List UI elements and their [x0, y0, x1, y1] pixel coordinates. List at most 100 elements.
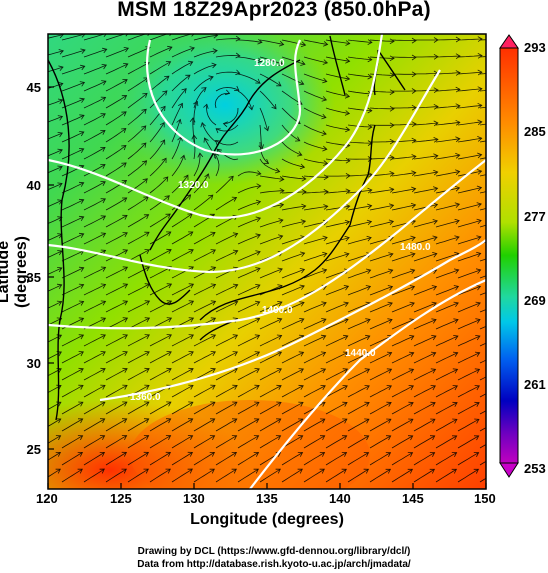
streamline-arrow [476, 169, 483, 175]
streamline-arrow [477, 102, 483, 109]
y-axis-label: Latitude (degrees) [0, 235, 30, 309]
streamline [479, 292, 486, 296]
streamline [457, 154, 482, 160]
streamline [215, 55, 240, 58]
streamline [325, 452, 347, 466]
streamline-arrow [474, 368, 481, 374]
streamline [83, 181, 106, 194]
streamline [325, 335, 348, 347]
streamline-arrow [319, 468, 325, 474]
streamline-arrow [474, 418, 480, 424]
x-axis-label: Longitude (degrees) [190, 511, 344, 528]
streamline-arrow [55, 468, 61, 474]
streamline [325, 221, 350, 228]
streamline [83, 215, 106, 228]
streamline-arrow [344, 93, 351, 99]
streamline-arrow [389, 138, 395, 145]
streamline [171, 213, 193, 228]
streamline-arrow [277, 301, 283, 307]
streamline-arrow [232, 351, 238, 357]
streamline-arrow [101, 80, 107, 86]
streamline-arrow [299, 268, 306, 274]
streamline-arrow [57, 182, 63, 188]
streamline-arrow [321, 130, 327, 136]
streamline [127, 62, 150, 75]
streamline [215, 385, 238, 398]
streamline [259, 335, 282, 347]
streamline-arrow [78, 401, 84, 407]
streamline [369, 269, 393, 279]
streamline [479, 224, 486, 228]
streamline [479, 460, 486, 466]
streamline [193, 101, 198, 126]
streamline-arrow [165, 61, 172, 66]
streamline-arrow [323, 41, 329, 47]
streamline [105, 128, 127, 143]
streamline-arrow [166, 401, 172, 407]
streamline-arrow [183, 174, 189, 180]
streamline [48, 200, 63, 208]
map-title: MSM 18Z29Apr2023 (850.0hPa) [117, 0, 431, 21]
streamline [105, 34, 126, 41]
streamline [325, 418, 348, 432]
streamline-arrow [188, 351, 194, 357]
streamline [127, 47, 151, 58]
streamline [259, 175, 284, 180]
streamline [479, 275, 486, 279]
streamline-arrow [366, 235, 372, 242]
streamline-arrow [100, 283, 107, 289]
streamline [61, 131, 84, 143]
streamline [105, 401, 128, 415]
streamline [303, 318, 327, 330]
streamline-arrow [210, 384, 216, 390]
streamline [259, 141, 269, 164]
streamline-arrow [100, 266, 107, 272]
contour-label: 1280.0 [254, 58, 285, 69]
streamline [259, 268, 283, 279]
streamline [127, 300, 150, 313]
streamline-arrow [56, 300, 63, 306]
streamline [457, 468, 479, 483]
streamline [457, 121, 482, 126]
streamline-arrow [100, 96, 107, 102]
streamline [48, 468, 61, 478]
streamline-arrow [299, 301, 305, 307]
streamline [215, 301, 238, 313]
streamline [457, 319, 481, 330]
streamline [83, 232, 106, 245]
streamline-arrow [165, 418, 172, 424]
streamline-arrow [215, 128, 221, 134]
streamline-arrow [389, 171, 395, 177]
streamline [479, 393, 486, 398]
streamline [127, 468, 149, 483]
streamline [303, 352, 326, 364]
streamline-arrow [78, 384, 84, 390]
streamline [435, 121, 460, 126]
streamline-arrow [477, 52, 483, 59]
streamline [237, 39, 262, 43]
streamline-arrow [430, 368, 437, 374]
streamline [149, 213, 171, 228]
streamline [457, 220, 482, 228]
streamline [149, 195, 170, 211]
streamline [413, 155, 438, 160]
streamline-arrow [100, 351, 106, 357]
streamline [83, 80, 107, 92]
credit-data-source: Data from http://database.rish.kyoto-u.a… [137, 559, 411, 570]
streamline-arrow [100, 215, 107, 221]
streamline-arrow [176, 118, 182, 125]
streamline-arrow [211, 62, 217, 69]
streamline-arrow [141, 125, 147, 131]
streamline [369, 253, 394, 262]
streamline [105, 180, 127, 194]
streamline [149, 283, 172, 296]
streamline [127, 160, 147, 177]
streamline-arrow [344, 235, 350, 242]
streamline-arrow [473, 452, 480, 457]
streamline-arrow [364, 385, 370, 391]
streamline [479, 427, 486, 432]
streamline-arrow [452, 418, 458, 424]
streamline-arrow [123, 63, 129, 69]
streamline [61, 216, 84, 228]
streamline-arrow [300, 60, 306, 66]
